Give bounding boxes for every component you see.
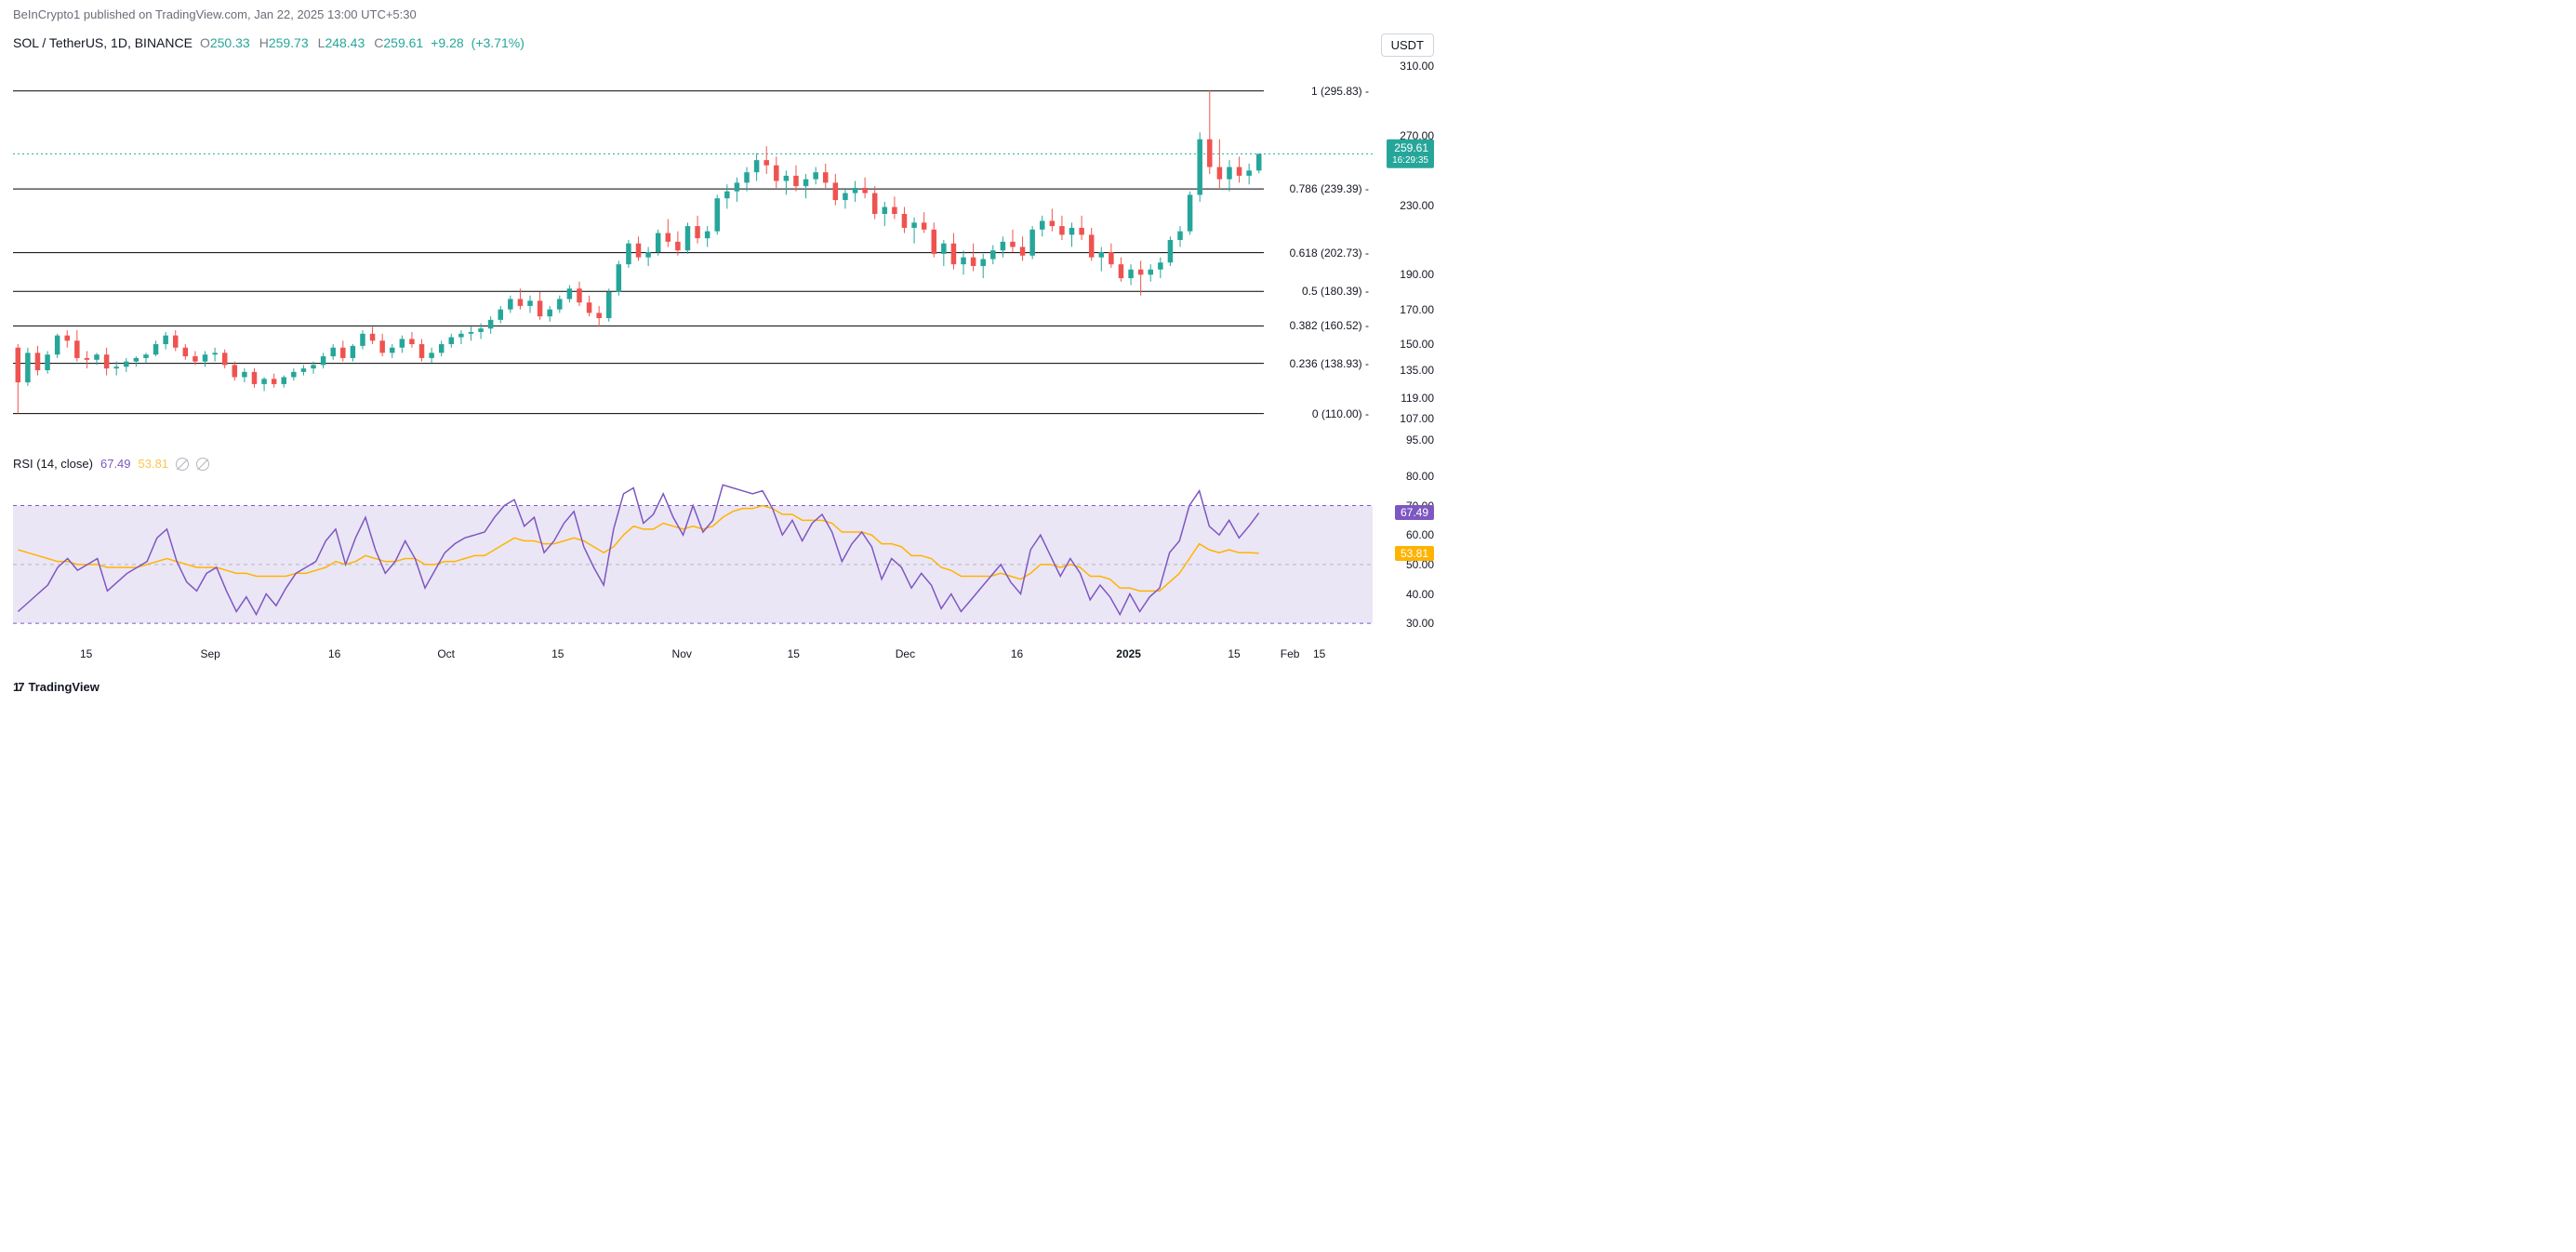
change-pct: (+3.71%) bbox=[471, 35, 524, 50]
price-chart[interactable] bbox=[13, 58, 1373, 448]
price-tick: 310.00 bbox=[1400, 60, 1434, 73]
price-tick: 95.00 bbox=[1406, 433, 1434, 446]
tradingview-attribution: 17 TradingView bbox=[13, 680, 100, 694]
time-tick: Nov bbox=[672, 647, 692, 660]
tradingview-text: TradingView bbox=[28, 680, 99, 694]
change-abs: +9.28 bbox=[431, 35, 463, 50]
symbol-label: SOL / TetherUS, 1D, BINANCE bbox=[13, 35, 193, 50]
open-label: O bbox=[200, 35, 210, 50]
time-tick: 15 bbox=[80, 647, 92, 660]
time-tick: Dec bbox=[896, 647, 915, 660]
time-tick: 15 bbox=[1228, 647, 1240, 660]
rsi-tick: 40.00 bbox=[1406, 588, 1434, 601]
price-tick: 170.00 bbox=[1400, 303, 1434, 316]
close-value: 259.61 bbox=[383, 35, 423, 50]
tradingview-logo-icon: 17 bbox=[13, 680, 22, 694]
rsi-tick: 60.00 bbox=[1406, 528, 1434, 541]
time-tick: 15 bbox=[551, 647, 564, 660]
price-tick: 150.00 bbox=[1400, 338, 1434, 351]
currency-badge[interactable]: USDT bbox=[1381, 33, 1434, 57]
close-label: C bbox=[374, 35, 383, 50]
rsi-tick: 80.00 bbox=[1406, 470, 1434, 483]
rsi-y-axis[interactable]: 30.0040.0050.0060.0070.0080.0067.4953.81 bbox=[1378, 461, 1434, 638]
low-value: 248.43 bbox=[325, 35, 365, 50]
price-tick: 190.00 bbox=[1400, 268, 1434, 281]
time-tick: 15 bbox=[788, 647, 800, 660]
ohlc-values: O250.33 H259.73 L248.43 C259.61 bbox=[200, 35, 423, 50]
time-tick: Feb bbox=[1281, 647, 1300, 660]
time-tick: 16 bbox=[328, 647, 340, 660]
time-tick: 16 bbox=[1011, 647, 1023, 660]
price-legend: SOL / TetherUS, 1D, BINANCE O250.33 H259… bbox=[13, 35, 524, 50]
price-tick: 135.00 bbox=[1400, 364, 1434, 377]
price-tick: 107.00 bbox=[1400, 412, 1434, 425]
price-tick: 119.00 bbox=[1401, 392, 1434, 405]
rsi-chart[interactable] bbox=[13, 461, 1373, 638]
time-tick: 15 bbox=[1313, 647, 1325, 660]
rsi-value-badge-1: 67.49 bbox=[1395, 505, 1434, 520]
high-label: H bbox=[259, 35, 269, 50]
price-tick: 230.00 bbox=[1400, 199, 1434, 212]
time-tick: Oct bbox=[437, 647, 455, 660]
high-value: 259.73 bbox=[269, 35, 309, 50]
current-price-badge: 259.6116:29:35 bbox=[1387, 140, 1434, 167]
price-y-axis[interactable]: 95.00 107.00 119.00 135.00 150.00 170.00 190.0… bbox=[1378, 58, 1434, 448]
rsi-tick: 30.00 bbox=[1406, 617, 1434, 630]
time-tick: Sep bbox=[200, 647, 219, 660]
publisher-info: BeInCrypto1 published on TradingView.com… bbox=[13, 7, 417, 21]
time-tick: 2025 bbox=[1116, 647, 1141, 660]
open-value: 250.33 bbox=[210, 35, 250, 50]
time-x-axis[interactable]: 15 Sep 16 Oct 15 Nov 15 Dec 16 2025 15 Feb 15 bbox=[13, 647, 1373, 670]
rsi-value-badge-2: 53.81 bbox=[1395, 546, 1434, 561]
